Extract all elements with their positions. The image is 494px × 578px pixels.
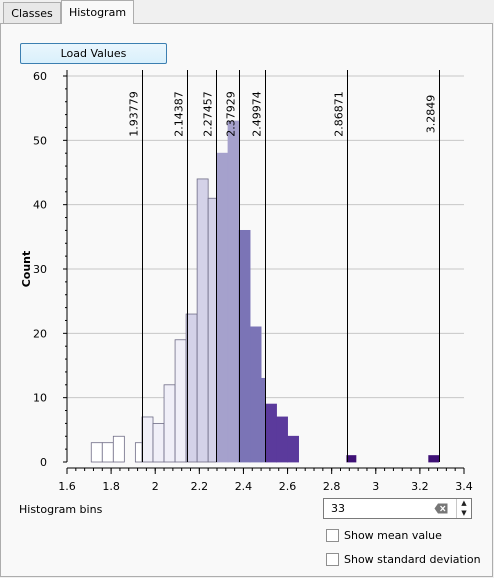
show-std-label: Show standard deviation [344, 552, 481, 566]
class-break-label: 1.93779 [128, 91, 141, 137]
y-tick-label: 0 [40, 456, 47, 469]
histogram-bar [428, 455, 440, 463]
histogram-chart: 0 10 20 30 40 50 60 1.93779 2.14387 2.27457 2.3792… [20, 70, 473, 493]
tab-histogram-label: Histogram [68, 6, 127, 19]
x-tick-label: 2.6 [279, 480, 297, 493]
y-tick-label: 20 [33, 327, 47, 340]
histogram-bins-label: Histogram bins [19, 503, 103, 516]
histogram-bar [249, 326, 262, 463]
histogram-bar [216, 152, 229, 463]
x-tick-label: 1.6 [58, 480, 76, 493]
show-std-checkbox[interactable] [326, 552, 339, 566]
histogram-bar [101, 442, 114, 463]
histogram-bar [265, 403, 277, 463]
show-std-row[interactable]: Show standard deviation [326, 551, 481, 567]
tab-classes-label: Classes [11, 6, 53, 20]
x-tick-label: 3.4 [455, 480, 473, 493]
clear-icon[interactable] [434, 503, 448, 514]
class-break-label: 2.86871 [333, 91, 346, 137]
tab-classes[interactable]: Classes [3, 2, 61, 23]
y-tick-label: 50 [33, 134, 47, 147]
histogram-bar [90, 442, 103, 463]
histogram-bar [152, 422, 165, 463]
histogram-bar [134, 442, 143, 463]
histogram-bar [174, 339, 187, 463]
tab-bar: Classes Histogram [0, 0, 494, 24]
class-break-label: 2.27457 [202, 91, 215, 137]
histogram-bar [346, 455, 357, 463]
show-mean-checkbox[interactable] [326, 528, 339, 542]
histogram-bar [276, 416, 288, 463]
y-tick-label: 10 [33, 392, 47, 405]
histogram-bins-value: 33 [331, 502, 345, 515]
histogram-bar [227, 120, 240, 463]
class-break-label: 3.2849 [425, 95, 438, 134]
class-break-label: 2.14387 [173, 91, 186, 137]
class-break-label: 2.37929 [225, 91, 238, 137]
tab-histogram[interactable]: Histogram [61, 0, 134, 24]
histogram-bar [112, 435, 125, 463]
load-values-label: Load Values [60, 47, 127, 60]
spin-down-icon[interactable]: ▼ [461, 509, 467, 517]
x-tick-label: 1.8 [102, 480, 120, 493]
spin-arrows: ▲ ▼ [456, 499, 471, 518]
class-break-label: 2.49974 [251, 91, 264, 137]
histogram-bar [287, 435, 299, 463]
load-values-button[interactable]: Load Values [20, 43, 167, 64]
histogram-bar [163, 384, 176, 463]
histogram-bar [141, 416, 154, 463]
histogram-bar [196, 178, 209, 463]
histogram-bar [207, 197, 218, 463]
x-tick-label: 2.2 [191, 480, 209, 493]
show-mean-row[interactable]: Show mean value [326, 527, 442, 543]
y-axis-label: Count [20, 251, 33, 288]
x-tick-label: 2 [152, 480, 159, 493]
x-tick-label: 2.8 [323, 480, 341, 493]
histogram-bins-spinbox[interactable]: 33 ▲ ▼ [323, 498, 472, 519]
show-mean-label: Show mean value [344, 528, 442, 542]
histogram-bar [238, 229, 251, 463]
y-tick-label: 30 [33, 263, 47, 276]
y-tick-label: 40 [33, 199, 47, 212]
spin-up-icon[interactable]: ▲ [461, 499, 467, 507]
histogram-bar [260, 377, 266, 463]
x-tick-label: 3 [372, 480, 379, 493]
x-tick-label: 3.2 [411, 480, 429, 493]
x-tick-label: 2.4 [235, 480, 253, 493]
y-tick-label: 60 [33, 70, 47, 83]
